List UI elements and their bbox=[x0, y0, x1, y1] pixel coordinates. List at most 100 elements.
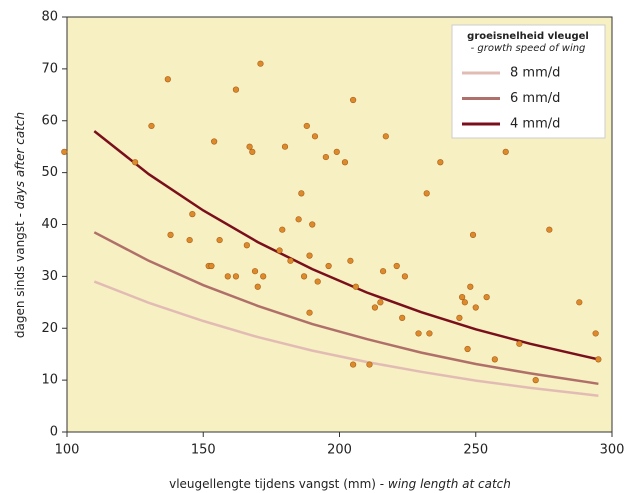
data-point bbox=[341, 159, 349, 166]
data-point bbox=[352, 283, 359, 290]
data-point bbox=[366, 361, 373, 368]
x-axis-label: vleugellengte tijdens vangst (mm) - wing… bbox=[169, 477, 511, 491]
y-tick-label: 50 bbox=[41, 165, 58, 180]
data-point bbox=[491, 356, 498, 363]
data-point bbox=[279, 226, 286, 233]
data-point bbox=[243, 242, 250, 249]
y-tick-label: 80 bbox=[41, 10, 58, 25]
data-point bbox=[249, 148, 256, 155]
data-point bbox=[415, 330, 422, 337]
data-point bbox=[393, 262, 400, 270]
data-point bbox=[325, 262, 332, 270]
data-point bbox=[467, 283, 474, 290]
x-label-italic: wing length at catch bbox=[388, 477, 511, 491]
data-point bbox=[186, 236, 193, 244]
data-point bbox=[423, 190, 430, 197]
data-point bbox=[254, 283, 261, 290]
data-point bbox=[314, 278, 321, 285]
x-tick-label: 200 bbox=[327, 443, 352, 458]
data-point bbox=[164, 76, 171, 83]
data-point bbox=[464, 345, 471, 353]
data-point bbox=[532, 377, 539, 384]
data-point bbox=[350, 361, 357, 368]
data-point bbox=[399, 314, 406, 321]
legend-label: 8 mm/d bbox=[510, 66, 560, 81]
data-point bbox=[546, 226, 553, 233]
data-point bbox=[211, 138, 218, 145]
data-point bbox=[189, 211, 196, 218]
curve bbox=[93, 231, 599, 386]
legend: groeisnelheid vleugel- growth speed of w… bbox=[451, 24, 606, 139]
data-point bbox=[281, 143, 289, 150]
x-tick-label: 300 bbox=[600, 443, 625, 458]
data-point bbox=[232, 273, 240, 280]
curve bbox=[93, 130, 599, 361]
y-tick-label: 0 bbox=[50, 425, 58, 440]
data-point bbox=[287, 257, 294, 264]
y-label-italic: days after catch bbox=[13, 112, 27, 209]
y-tick-label: 20 bbox=[41, 321, 58, 336]
data-point bbox=[322, 153, 329, 161]
x-tick-label: 150 bbox=[191, 443, 216, 458]
data-point bbox=[311, 133, 319, 140]
y-label-text: dagen sinds vangst - bbox=[13, 209, 27, 338]
y-tick-label: 10 bbox=[41, 373, 58, 388]
data-point bbox=[257, 60, 264, 67]
data-point bbox=[309, 221, 316, 228]
data-point bbox=[216, 236, 223, 244]
data-point bbox=[303, 122, 310, 130]
y-tick-label: 60 bbox=[41, 113, 58, 128]
data-point bbox=[516, 340, 523, 347]
y-axis-label: dagen sinds vangst - days after catch bbox=[13, 112, 27, 338]
y-tick-label: 70 bbox=[41, 61, 58, 76]
data-point bbox=[371, 304, 379, 311]
data-point bbox=[483, 294, 490, 301]
x-tick-label: 100 bbox=[55, 443, 80, 458]
data-point bbox=[456, 314, 463, 321]
curve bbox=[93, 280, 599, 397]
data-point bbox=[502, 148, 509, 155]
data-point bbox=[298, 190, 305, 197]
data-point bbox=[132, 159, 139, 166]
data-point bbox=[347, 257, 354, 264]
data-point bbox=[437, 159, 444, 166]
x-label-text: vleugellengte tijdens vangst (mm) - bbox=[169, 477, 388, 491]
data-point bbox=[208, 262, 215, 270]
data-point bbox=[461, 299, 468, 306]
data-point bbox=[472, 304, 479, 311]
data-point bbox=[401, 273, 409, 280]
data-point bbox=[300, 273, 308, 280]
legend-title: groeisnelheid vleugel bbox=[467, 31, 589, 42]
data-point bbox=[469, 231, 477, 238]
y-tick-label: 40 bbox=[41, 217, 58, 232]
data-point bbox=[377, 299, 384, 306]
legend-subtitle: - growth speed of wing bbox=[471, 43, 586, 54]
data-point bbox=[382, 133, 389, 140]
data-point bbox=[595, 356, 602, 363]
data-point bbox=[576, 299, 583, 306]
legend-box bbox=[451, 24, 606, 139]
legend-label: 6 mm/d bbox=[510, 91, 560, 106]
legend-label: 4 mm/d bbox=[510, 117, 560, 132]
data-point bbox=[426, 330, 433, 337]
y-tick-label: 30 bbox=[41, 269, 58, 284]
data-point bbox=[276, 247, 283, 254]
data-point bbox=[380, 268, 387, 275]
data-point bbox=[592, 330, 599, 337]
x-tick-label: 250 bbox=[463, 443, 488, 458]
data-point bbox=[224, 273, 231, 280]
data-point bbox=[459, 294, 466, 301]
data-point bbox=[350, 96, 357, 104]
data-point bbox=[333, 148, 340, 155]
data-point bbox=[306, 252, 313, 259]
data-point bbox=[167, 231, 174, 238]
data-point bbox=[61, 148, 68, 155]
data-point bbox=[295, 216, 302, 223]
data-point bbox=[246, 143, 253, 150]
data-point bbox=[148, 122, 155, 130]
data-point bbox=[232, 86, 240, 93]
data-point bbox=[306, 309, 313, 316]
data-point bbox=[251, 268, 259, 275]
data-point bbox=[260, 273, 267, 280]
